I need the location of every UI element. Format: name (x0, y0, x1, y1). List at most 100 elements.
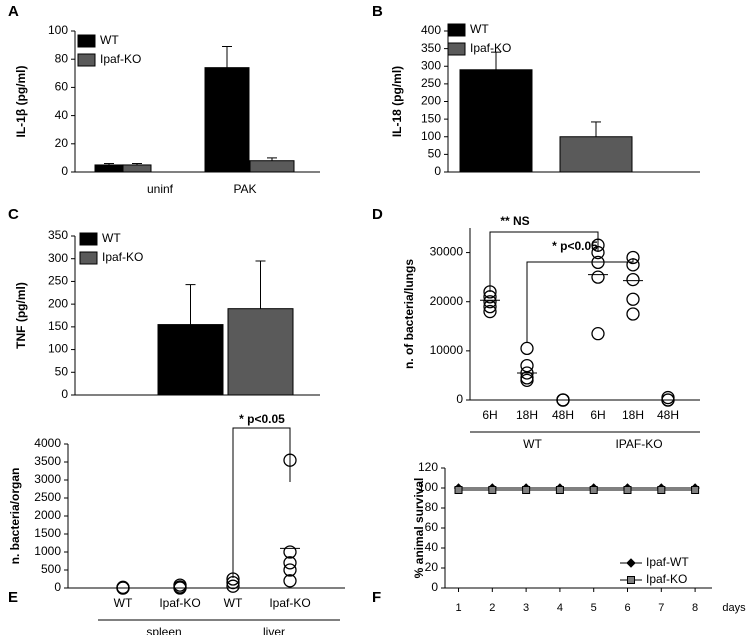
y-axis-title: IL-18 (pg/ml) (390, 66, 404, 137)
x-tick-label: 6 (624, 602, 630, 614)
bar (459, 69, 533, 173)
data-point (626, 307, 640, 321)
data-point (454, 486, 463, 494)
data-point (623, 486, 632, 494)
x-tick-label: WT (224, 596, 243, 610)
x-tick-label: 4 (557, 602, 563, 614)
legend-swatch (447, 23, 466, 37)
data-point (520, 341, 534, 356)
significance-bracket (526, 258, 634, 343)
y-tick-label: 400 (421, 23, 441, 37)
x-tick-label: WT (114, 596, 133, 610)
y-tick-label: 4000 (34, 436, 61, 450)
y-tick-label: 50 (55, 364, 69, 378)
data-point (283, 556, 297, 570)
y-tick-label: 300 (48, 251, 68, 265)
y-tick-label: 1500 (34, 526, 61, 540)
panel-label: B (372, 3, 383, 20)
y-tick-label: 60 (425, 520, 439, 534)
group-label: liver (263, 625, 285, 635)
x-tick-label: 2 (489, 602, 495, 614)
data-point (173, 578, 187, 592)
bar (204, 67, 250, 173)
group-label: spleen (146, 625, 181, 635)
y-tick-label: 30000 (430, 245, 464, 259)
bar (559, 136, 633, 173)
panel-label: A (8, 3, 19, 20)
legend-swatch (79, 232, 98, 246)
data-point (626, 292, 640, 306)
legend-label: Ipaf-KO (646, 572, 687, 586)
annotation: ** NS (500, 214, 529, 228)
y-axis-title: % animal survival (412, 478, 426, 579)
data-point (626, 272, 640, 287)
data-point (483, 295, 497, 309)
panel-label: D (372, 206, 383, 223)
data-point (520, 358, 534, 373)
legend-marker (626, 558, 636, 568)
significance-bracket (489, 231, 599, 292)
y-tick-label: 0 (434, 164, 441, 178)
y-tick-label: 80 (425, 500, 439, 514)
y-tick-label: 2000 (34, 508, 61, 522)
x-tick-label: 48H (657, 408, 679, 422)
x-tick-label: 6H (482, 408, 497, 422)
legend-label: Ipaf-WT (646, 555, 689, 569)
legend-swatch (79, 251, 98, 265)
legend-label: WT (100, 33, 119, 47)
y-tick-label: 2500 (34, 490, 61, 504)
y-tick-label: 0 (456, 392, 463, 406)
y-tick-label: 100 (48, 23, 68, 37)
x-tick-label: Ipaf-KO (269, 596, 310, 610)
legend-swatch (77, 34, 96, 48)
y-tick-label: 250 (48, 274, 68, 288)
y-tick-label: 20 (55, 136, 69, 150)
legend-label: Ipaf-KO (102, 250, 143, 264)
y-tick-label: 3000 (34, 472, 61, 486)
data-point (226, 579, 240, 593)
group-label: WT (523, 437, 542, 451)
y-tick-label: 300 (421, 58, 441, 72)
y-tick-label: 0 (61, 164, 68, 178)
significance-bracket (232, 427, 291, 578)
data-point (555, 486, 564, 494)
data-point (591, 270, 605, 284)
x-tick-label: 18H (516, 408, 538, 422)
annotation: * p<0.05 (239, 412, 285, 426)
x-tick-label: 48H (552, 408, 574, 422)
x-tick-label: 18H (622, 408, 644, 422)
y-tick-label: 100 (418, 480, 438, 494)
legend-swatch (447, 42, 466, 56)
data-point (488, 486, 497, 494)
y-tick-label: 150 (421, 111, 441, 125)
y-tick-label: 60 (55, 80, 69, 94)
data-point (283, 574, 297, 588)
x-tick-label: 5 (591, 602, 597, 614)
legend-label: WT (102, 231, 121, 245)
annotation: * p<0.05 (552, 239, 598, 253)
y-tick-label: 1000 (34, 544, 61, 558)
data-point (657, 486, 666, 494)
legend-marker (627, 576, 635, 584)
y-tick-label: 0 (61, 387, 68, 401)
data-point (116, 580, 130, 594)
data-point (483, 304, 497, 319)
data-point (283, 545, 297, 559)
y-tick-label: 10000 (430, 343, 464, 357)
y-axis-title: IL-1β (pg/ml) (14, 66, 28, 138)
bar (227, 308, 294, 396)
x-tick-label: uninf (147, 182, 174, 196)
x-tick-label: 6H (590, 408, 605, 422)
data-point (661, 390, 675, 405)
y-tick-label: 350 (421, 41, 441, 55)
x-axis-title: days (722, 602, 746, 614)
y-tick-label: 20 (425, 560, 439, 574)
legend-swatch (77, 53, 96, 67)
y-axis-title: n. of bacteria/lungs (402, 259, 416, 369)
y-axis-title: n. bacteria/organ (8, 468, 22, 565)
legend-label: WT (470, 22, 489, 36)
y-tick-label: 100 (421, 129, 441, 143)
x-tick-label: 7 (658, 602, 664, 614)
x-tick-label: 1 (455, 602, 461, 614)
